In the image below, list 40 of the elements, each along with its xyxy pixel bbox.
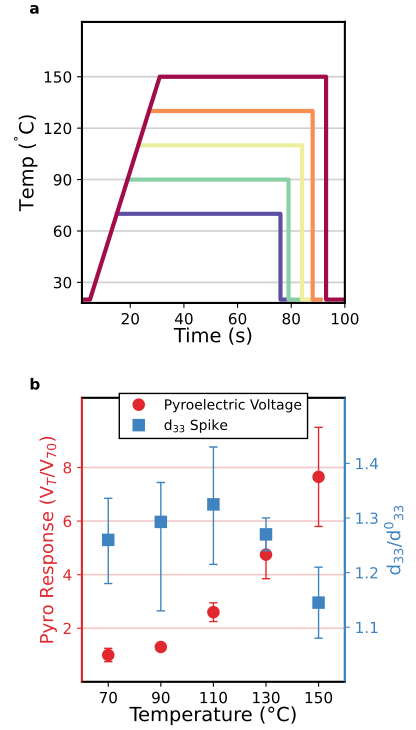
y-tick-label: 8 <box>64 462 72 474</box>
x-tick-label: 130 <box>253 692 280 704</box>
point <box>207 498 220 511</box>
chart-title: a <box>30 5 38 14</box>
x-tick-label: 150 <box>306 692 332 704</box>
y2-tick-label: 1.3 <box>356 512 378 524</box>
x-tick-label: 110 <box>200 692 227 704</box>
y-tick-label: 120 <box>44 122 72 134</box>
y-tick-label: 2 <box>64 622 71 634</box>
legend-label: d$_{33}$ Spike <box>164 419 228 433</box>
y2-tick-label: 1.4 <box>356 458 378 470</box>
point <box>154 516 168 528</box>
x-tick-label: 90 <box>152 692 170 704</box>
x-tick-label: 80 <box>282 312 300 324</box>
chart-title: b <box>30 378 40 390</box>
x-tick-label: 100 <box>332 312 358 324</box>
y2-tick-label: 1.2 <box>356 567 378 578</box>
y-tick-label: 6 <box>64 516 72 528</box>
y2-axis-title: d$_{33}$/d$^{0}$$_{33}$ <box>384 506 404 574</box>
point <box>312 470 325 484</box>
y-tick-label: 90 <box>54 174 72 186</box>
point <box>154 640 168 654</box>
x-axis-title: Time (s) <box>174 327 252 345</box>
y2-tick-label: 1.1 <box>356 622 378 634</box>
y-axis-title: Pyro Response (V$_{T}$/V$_{70}$) <box>39 436 57 643</box>
x-tick-label: 70 <box>100 692 117 704</box>
y-tick-label: 30 <box>54 276 72 288</box>
x-tick-label: 20 <box>122 312 139 324</box>
x-tick-label: 40 <box>174 312 193 324</box>
y-tick-label: 4 <box>63 569 72 580</box>
x-tick-label: 60 <box>228 312 246 324</box>
y-tick-label: 60 <box>54 225 72 237</box>
legend-label: Pyroelectric Voltage <box>165 398 302 412</box>
y-axis-title: Temp ($^{˚}$C) <box>14 115 38 212</box>
point <box>312 596 325 609</box>
point <box>207 606 220 618</box>
y-tick-label: 150 <box>44 71 72 83</box>
x-axis-title: Temperature (°C) <box>129 706 296 726</box>
point <box>260 528 272 541</box>
point <box>102 534 114 546</box>
